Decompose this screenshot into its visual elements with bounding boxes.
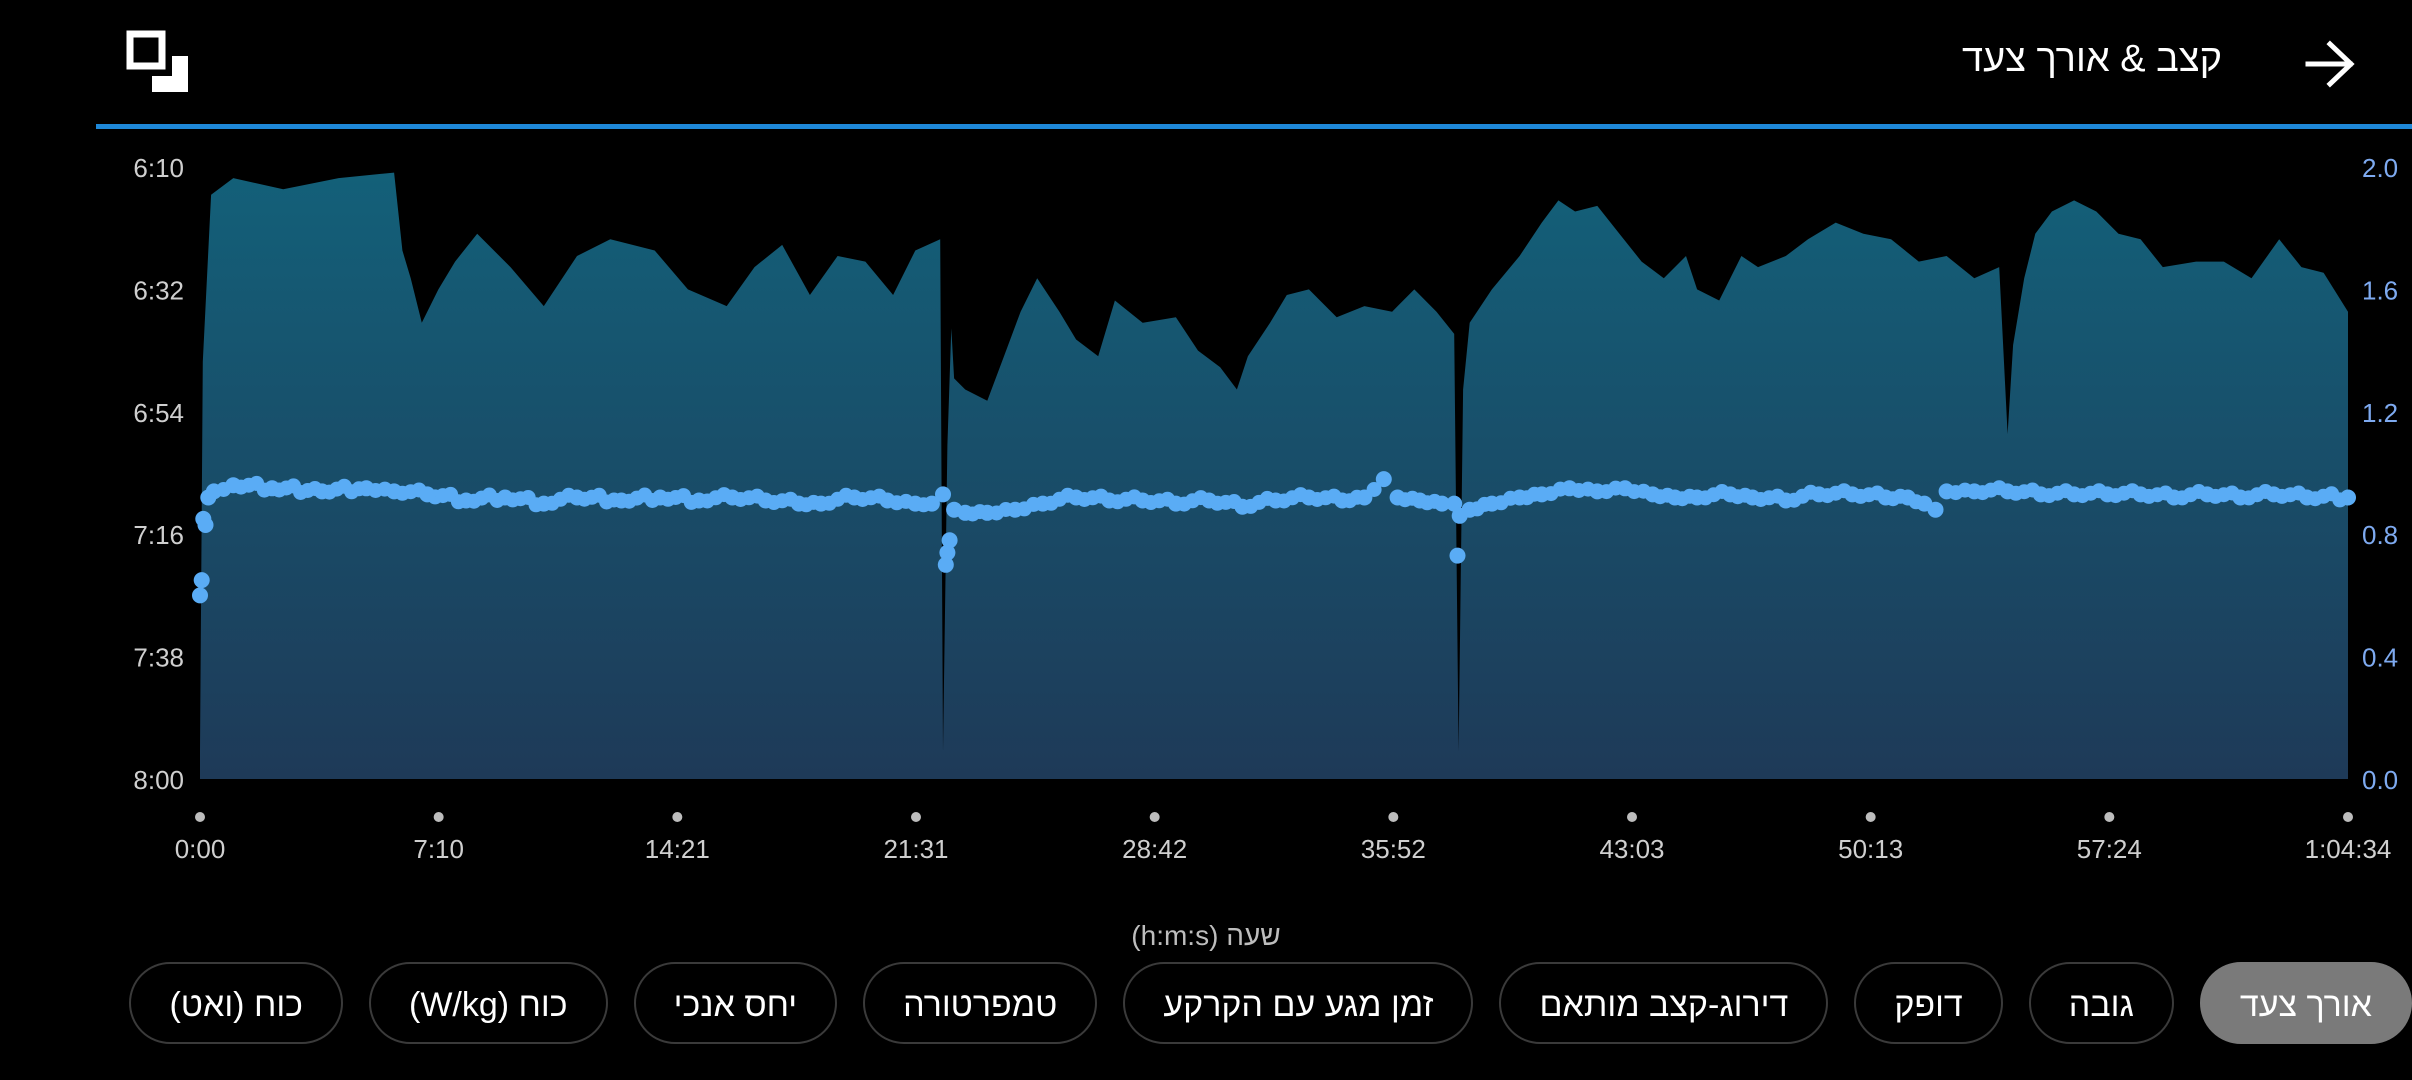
y-left-tick-label: 7:16 [133,520,184,550]
x-tick-mark [195,812,205,822]
metric-chip[interactable]: דופק [1854,962,2003,1044]
pace-area-series [200,172,2348,780]
arrow-right-icon[interactable] [2304,40,2356,88]
x-axis-unit-label: שעה (h:m:s) [1131,920,1281,951]
stride-point [1434,495,1450,512]
top-bar: קצב & אורך צעד [0,0,2412,128]
x-tick-label: 21:31 [883,834,948,864]
x-tick-label: 14:21 [645,834,710,864]
y-left-tick-label: 7:38 [133,643,184,673]
y-left-tick-label: 6:32 [133,275,184,305]
x-tick-label: 28:42 [1122,834,1187,864]
x-tick-mark [2343,812,2353,822]
stride-point [1446,495,1463,512]
stride-point [2340,489,2356,506]
metric-chip-bar: אורך צעד גובה דופק דירוג-קצב מותאם זמן מגע ע… [96,962,2412,1048]
metric-chip[interactable]: אורך צעד [2199,962,2412,1044]
x-tick-label: 35:52 [1361,834,1426,864]
header-divider [96,124,2412,129]
stride-point [1366,482,1382,497]
stride-point [935,486,951,503]
page-title: קצב & אורך צעד [1962,38,2222,80]
x-tick-mark [2104,812,2115,822]
y-left-tick-label: 6:54 [133,398,184,428]
x-tick-mark [1865,812,1876,822]
metric-chip[interactable]: טמפרטורה [863,962,1098,1044]
y-left-tick-label: 6:10 [133,153,184,183]
stride-point [1927,501,1944,518]
x-tick-label: 0:00 [175,834,226,864]
pace-stride-chart: 6:10 6:32 6:54 7:16 7:38 8:00 2.0 1.6 1.2 0.8 0.4 0… [133,153,2398,864]
x-tick-label: 43:03 [1599,834,1664,864]
metric-chip[interactable]: דירוג-קצב מותאם [1499,962,1829,1044]
y-right-tick-label: 0.8 [2362,520,2398,550]
x-tick-label: 7:10 [413,834,464,864]
stride-point [1449,547,1466,564]
expand-icon[interactable] [126,30,192,96]
x-tick-mark [672,812,683,822]
y-right-tick-label: 0.4 [2362,643,2398,673]
x-tick-mark [1149,812,1160,822]
metric-chip[interactable]: גובה [2028,962,2174,1044]
metric-chip[interactable]: זמן מגע עם הקרקע [1123,962,1474,1044]
metric-chip[interactable]: כוח (W/kg) [369,962,608,1044]
x-tick-mark [911,812,921,822]
x-tick-label: 50:13 [1838,834,1903,864]
x-tick-mark [433,812,444,822]
metric-chip[interactable]: כוח (ואט) [129,962,343,1044]
y-right-tick-label: 2.0 [2362,153,2398,183]
stride-point [923,495,940,512]
stride-point [197,517,214,533]
stride-point [941,532,958,549]
stride-point [1375,471,1392,488]
y-right-tick-label: 1.6 [2362,275,2398,305]
stride-point [192,587,208,604]
stride-point [939,544,956,561]
y-right-tick-label: 0.0 [2362,765,2398,795]
y-right-tick-label: 1.2 [2362,398,2398,428]
stride-point [937,556,954,573]
x-tick-mark [1388,812,1399,822]
metric-chip[interactable]: יחס אנכי [633,962,838,1044]
stride-point [193,572,210,589]
x-tick-label: 57:24 [2077,834,2142,864]
x-tick-label: 1:04:34 [2305,834,2392,864]
x-tick-mark [1627,812,1637,822]
y-left-tick-label: 8:00 [133,765,184,795]
